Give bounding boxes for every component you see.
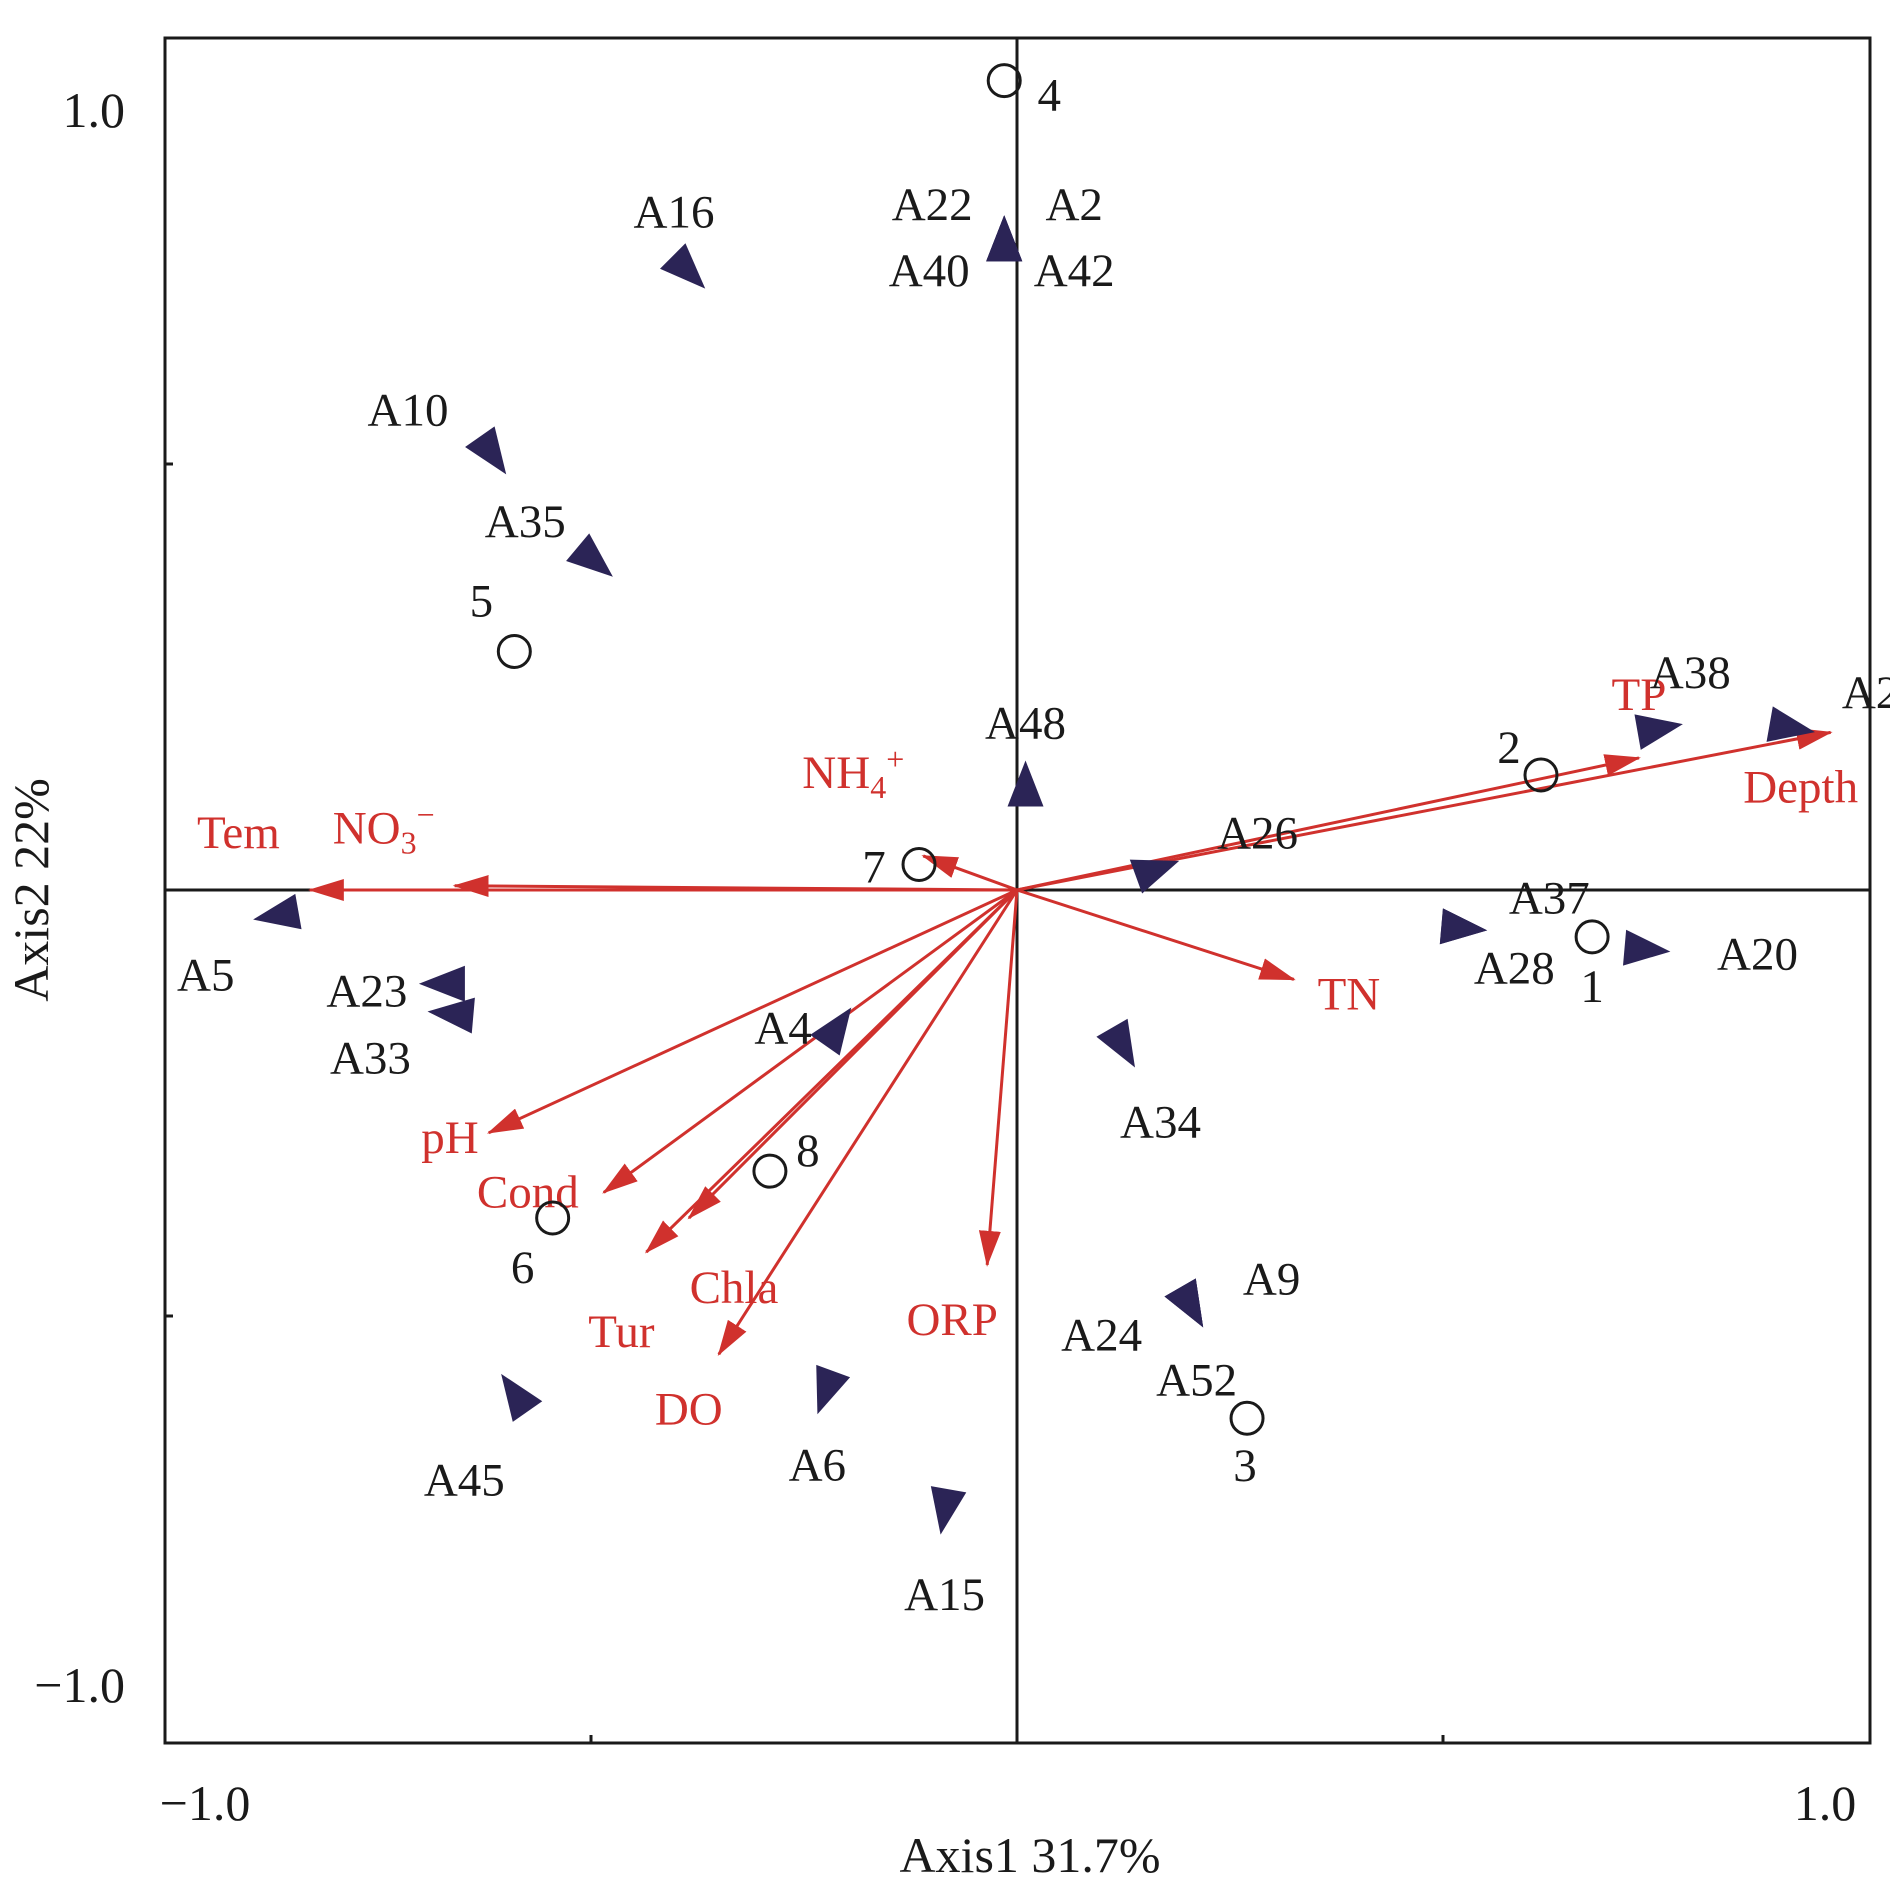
site-label-2: 2 <box>1497 722 1521 774</box>
x-axis-label: Axis1 31.7% <box>899 1827 1160 1883</box>
species-label-a34: A34 <box>1120 1097 1201 1149</box>
species-points: A2A22A40A42A16A10A35A48A26A38A21A37A28A2… <box>177 179 1890 1621</box>
species-label-a35: A35 <box>485 496 566 548</box>
env-vector-tur <box>644 888 1019 1254</box>
species-marker-a16 <box>659 243 706 289</box>
env-label-cond: Cond <box>477 1166 579 1218</box>
species-marker-a35 <box>566 533 613 577</box>
site-label-5: 5 <box>470 575 494 627</box>
env-label-no3: NO3− <box>333 797 435 861</box>
species-label-a37: A37 <box>1509 872 1590 924</box>
site-marker-4 <box>986 63 1022 99</box>
y-tick-label-max: 1.0 <box>63 82 126 138</box>
axis-ticks <box>165 462 1445 1743</box>
species-label-a22: A22 <box>892 179 973 231</box>
species-label-a45: A45 <box>424 1455 505 1507</box>
species-marker-a15 <box>930 1486 967 1535</box>
species-label-a26: A26 <box>1217 808 1298 860</box>
species-label-a28: A28 <box>1474 942 1555 994</box>
env-vector-tp <box>1016 754 1641 892</box>
env-label-tur: Tur <box>588 1306 655 1358</box>
y-axis-label: Axis2 22% <box>3 778 59 1002</box>
species-label-a10: A10 <box>368 384 449 436</box>
env-label-tn: TN <box>1318 968 1381 1020</box>
site-label-6: 6 <box>511 1242 535 1294</box>
species-marker-a26 <box>1129 859 1180 894</box>
species-label-a38: A38 <box>1650 647 1731 699</box>
site-label-3: 3 <box>1233 1440 1257 1492</box>
species-label-a4: A4 <box>754 1002 811 1054</box>
y-tick-label-min: −1.0 <box>34 1657 125 1713</box>
site-label-4: 4 <box>1037 70 1061 122</box>
site-label-8: 8 <box>796 1125 820 1177</box>
x-tick-label-min: −1.0 <box>160 1775 251 1831</box>
species-label-a40: A40 <box>889 245 970 297</box>
env-label-chla: Chla <box>690 1262 779 1314</box>
species-marker-a48 <box>1007 760 1044 807</box>
env-vector-tn <box>1016 888 1296 981</box>
env-label-orp: ORP <box>906 1294 997 1346</box>
species-marker-a6 <box>816 1364 851 1415</box>
site-marker-6 <box>535 1200 571 1236</box>
species-label-a2: A2 <box>1045 179 1102 231</box>
species-label-a5: A5 <box>177 950 234 1002</box>
species-marker-a38 <box>1634 714 1683 750</box>
site-marker-1 <box>1574 919 1610 955</box>
species-marker-a5 <box>253 893 302 930</box>
species-label-a42: A42 <box>1034 245 1115 297</box>
species-label-a33: A33 <box>330 1033 411 1085</box>
species-marker-a20 <box>1622 929 1671 966</box>
species-marker-a10 <box>465 426 507 475</box>
species-label-a6: A6 <box>789 1440 846 1492</box>
site-points: 1 2 3 4 5 6 7 8 <box>470 63 1610 1492</box>
species-marker-a52 <box>1164 1278 1204 1328</box>
env-vector-orp <box>978 889 1019 1267</box>
species-label-a15: A15 <box>904 1569 985 1621</box>
species-label-a23: A23 <box>326 966 407 1018</box>
x-tick-label-max: 1.0 <box>1794 1775 1857 1831</box>
species-marker-a4 <box>810 1007 852 1056</box>
env-label-do: DO <box>655 1383 723 1435</box>
env-label-nh4: NH4+ <box>802 741 904 805</box>
species-label-a20: A20 <box>1717 929 1798 981</box>
env-label-tp: TP <box>1612 669 1667 721</box>
env-label-depth: Depth <box>1743 761 1858 813</box>
species-marker-a45 <box>501 1373 543 1422</box>
species-marker-a28 <box>1439 908 1488 945</box>
species-label-a48: A48 <box>985 698 1066 750</box>
env-vector-no3 <box>452 874 1018 897</box>
species-label-a9: A9 <box>1243 1253 1300 1305</box>
site-marker-5 <box>496 633 532 669</box>
species-marker-a33 <box>427 997 475 1034</box>
env-vector-cond <box>602 888 1018 1194</box>
env-label-ph: pH <box>421 1112 478 1164</box>
site-label-1: 1 <box>1580 961 1604 1013</box>
env-vector-nh4 <box>921 854 1018 892</box>
site-marker-7 <box>901 846 937 882</box>
site-marker-8 <box>752 1153 788 1189</box>
site-label-7: 7 <box>862 841 886 893</box>
env-vector-do <box>717 889 1019 1357</box>
species-marker-a34 <box>1096 1018 1135 1068</box>
species-label-a16: A16 <box>634 186 715 238</box>
species-label-a52: A52 <box>1156 1354 1237 1406</box>
species-label-a24: A24 <box>1061 1309 1142 1361</box>
species-marker-a21 <box>1766 706 1815 742</box>
env-vector-ph <box>486 888 1018 1135</box>
species-label-a21: A21 <box>1842 667 1890 719</box>
species-marker-a42 <box>986 215 1023 262</box>
env-label-tem: Tem <box>197 807 280 859</box>
species-marker-a23 <box>418 965 465 1002</box>
site-marker-2 <box>1523 757 1559 793</box>
site-marker-3 <box>1229 1400 1265 1436</box>
